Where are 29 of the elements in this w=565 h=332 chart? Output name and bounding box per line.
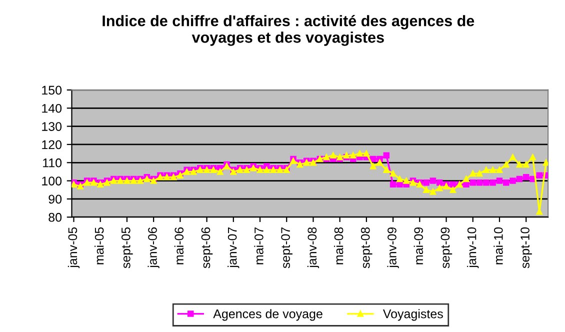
x-tick-label: sept-08 <box>360 227 372 268</box>
y-tick-label: 140 <box>42 104 62 113</box>
x-tick-label: janv-06 <box>148 227 160 268</box>
x-tick-label: sept-09 <box>440 227 452 268</box>
chart-title: Indice de chiffre d'affaires : activité des agences de voyages et des voyagistes <box>102 14 474 46</box>
legend-label: Agences de voyage <box>213 309 322 321</box>
x-tick-label: mai-10 <box>494 227 503 264</box>
legend-label: Voyagistes <box>382 309 443 321</box>
y-tick-label: 100 <box>42 176 62 186</box>
x-tick-label: mai-05 <box>94 227 104 264</box>
x-tick-label: janv-10 <box>467 227 479 268</box>
x-tick-label: janv-08 <box>307 227 320 268</box>
y-tick-label: 130 <box>42 122 62 131</box>
x-tick-label: janv-09 <box>387 227 399 268</box>
x-tick-label: janv-05 <box>68 227 80 268</box>
x-tick-label: sept-10 <box>520 227 532 268</box>
x-tick-label: sept-05 <box>121 227 133 268</box>
y-tick-label: 80 <box>48 212 62 222</box>
y-tick-label: 120 <box>42 140 62 150</box>
y-tick-label: 110 <box>43 158 62 168</box>
x-tick-label: sept-07 <box>281 227 292 268</box>
x-tick-label: mai-09 <box>414 227 424 264</box>
x-tick-label: mai-07 <box>254 227 264 264</box>
y-tick-label: 90 <box>48 194 62 204</box>
y-tick-label: 150 <box>42 86 62 95</box>
x-tick-label: mai-06 <box>174 227 184 264</box>
x-tick-label: mai-08 <box>334 227 344 264</box>
x-tick-label: janv-07 <box>228 227 240 268</box>
x-tick-label: sept-06 <box>201 227 213 268</box>
